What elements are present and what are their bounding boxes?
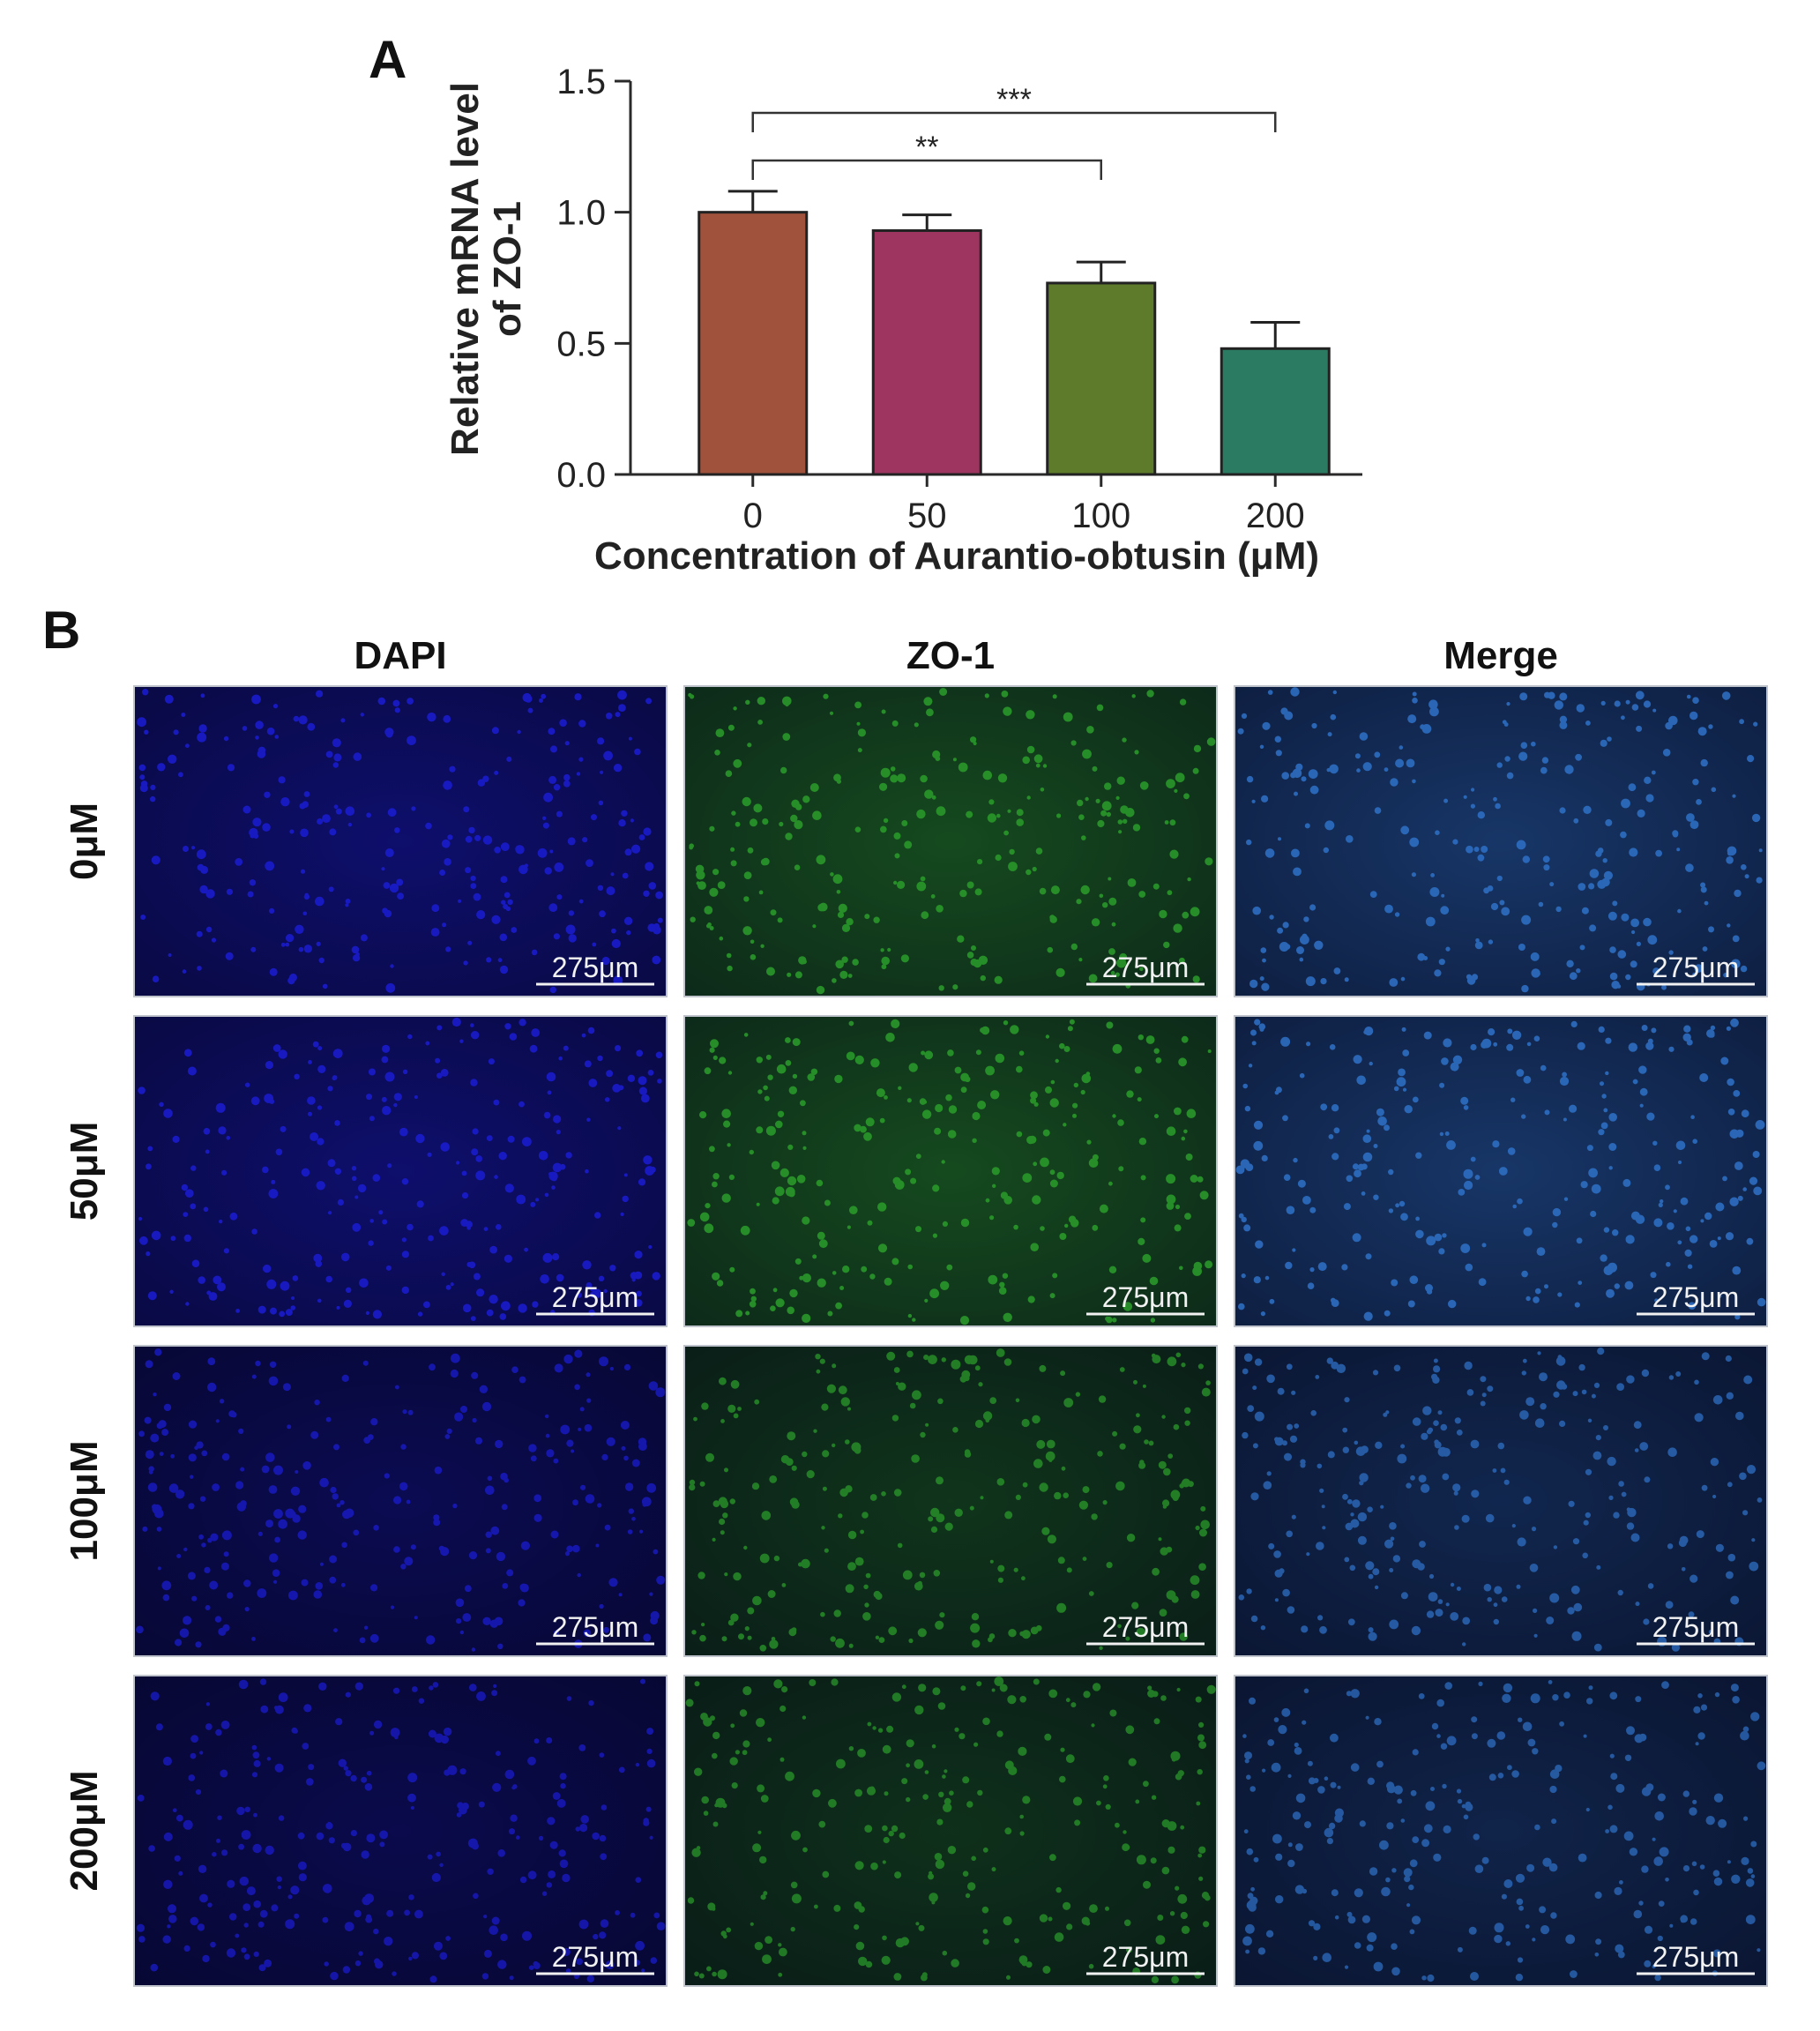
micrograph-stain bbox=[1234, 1676, 1767, 1986]
scale-bar-label: 275μm bbox=[552, 1941, 638, 1973]
row-headers: 0μM 50μM 100μM 200μM bbox=[63, 803, 106, 1892]
row-header: 100μM bbox=[63, 1441, 106, 1562]
micrograph-border bbox=[133, 1015, 668, 1327]
micrograph-stain bbox=[1234, 686, 1767, 997]
micrograph: 275μm bbox=[683, 1675, 1218, 1987]
cell-speckles bbox=[687, 1019, 1213, 1325]
scale-bar-label: 275μm bbox=[1102, 1611, 1189, 1643]
y-axis-title-line1: Relative mRNA level bbox=[444, 82, 487, 456]
bars bbox=[697, 190, 1331, 476]
micrograph-stain bbox=[684, 1016, 1217, 1326]
y-axis: 0.0 0.5 1.0 1.5 bbox=[556, 63, 632, 495]
cell-speckles bbox=[137, 689, 663, 994]
bar bbox=[697, 211, 809, 476]
micrograph: 275μm bbox=[133, 685, 668, 997]
micrograph-border bbox=[1234, 1015, 1768, 1327]
micrograph-border bbox=[683, 685, 1218, 997]
significance-label: *** bbox=[996, 83, 1032, 116]
y-tick-label: 0.5 bbox=[556, 325, 606, 363]
micrograph-border bbox=[1234, 1675, 1768, 1987]
y-tick-label: 0.0 bbox=[556, 456, 606, 495]
x-tick-label: 50 bbox=[907, 497, 947, 535]
y-tick-label: 1.5 bbox=[556, 63, 606, 101]
x-tick-label: 0 bbox=[743, 497, 763, 535]
bar bbox=[1046, 281, 1157, 476]
micrograph-border bbox=[133, 1675, 668, 1987]
micrograph: 275μm bbox=[1234, 1345, 1768, 1657]
scale-bar-label: 275μm bbox=[552, 1281, 638, 1313]
x-axis-title: Concentration of Aurantio-obtusin (μM) bbox=[594, 534, 1319, 578]
significance-bracket bbox=[751, 159, 1102, 180]
cell-speckles bbox=[138, 1017, 663, 1321]
row-header: 0μM bbox=[63, 803, 106, 880]
micrograph-stain bbox=[134, 1676, 667, 1986]
significance-bracket bbox=[751, 111, 1277, 132]
panel-b-label: B bbox=[42, 601, 80, 660]
micrograph: 275μm bbox=[683, 1345, 1218, 1657]
scale-bar-label: 275μm bbox=[1102, 1941, 1189, 1973]
row-header: 50μM bbox=[63, 1122, 106, 1221]
y-axis-title-line2: of ZO-1 bbox=[486, 201, 529, 337]
column-headers: DAPI ZO-1 Merge bbox=[354, 634, 1557, 677]
micrograph-border bbox=[133, 685, 668, 997]
micrograph-border bbox=[683, 1345, 1218, 1657]
micrograph: 275μm bbox=[1234, 1015, 1768, 1327]
column-header: DAPI bbox=[354, 634, 446, 677]
cell-speckles bbox=[136, 1678, 666, 1983]
micrograph-stain bbox=[684, 1346, 1217, 1656]
scale-bar-label: 275μm bbox=[1652, 1281, 1739, 1313]
micrograph-border bbox=[133, 1345, 668, 1657]
column-header: ZO-1 bbox=[906, 634, 995, 677]
y-tick-label: 1.0 bbox=[556, 194, 606, 233]
cell-speckles bbox=[136, 1348, 666, 1652]
cell-speckles bbox=[1235, 1018, 1766, 1321]
bar bbox=[1220, 347, 1331, 476]
panel-a-label: A bbox=[369, 30, 407, 89]
cell-speckles bbox=[1237, 687, 1763, 993]
x-tick-label: 100 bbox=[1071, 497, 1130, 535]
scale-bar-label: 275μm bbox=[1102, 1281, 1189, 1313]
scale-bar-label: 275μm bbox=[1652, 1941, 1739, 1973]
micrograph: 275μm bbox=[133, 1675, 668, 1987]
micrograph-border bbox=[1234, 1345, 1768, 1657]
scale-bar-label: 275μm bbox=[1652, 1611, 1739, 1643]
micrograph: 275μm bbox=[683, 685, 1218, 997]
cell-speckles bbox=[1242, 1680, 1766, 1982]
micrograph: 275μm bbox=[133, 1345, 668, 1657]
row-header: 200μM bbox=[63, 1771, 106, 1892]
column-header: Merge bbox=[1443, 634, 1558, 677]
significance-brackets: ***** bbox=[751, 83, 1277, 180]
bar bbox=[871, 228, 982, 476]
micrograph: 275μm bbox=[1234, 1675, 1768, 1987]
scale-bar-label: 275μm bbox=[552, 1611, 638, 1643]
micrograph-stain bbox=[1234, 1346, 1767, 1656]
micrograph-images: 275μm 275μm 275μm 275μm 275μm 275μm 275μm 275μm… bbox=[133, 685, 1768, 1987]
cell-speckles bbox=[685, 1676, 1216, 1984]
scale-bar-label: 275μm bbox=[1102, 952, 1189, 983]
significance-label: ** bbox=[915, 131, 938, 164]
scale-bar-label: 275μm bbox=[552, 952, 638, 983]
micrograph: 275μm bbox=[133, 1015, 668, 1327]
cell-speckles bbox=[688, 688, 1216, 995]
micrograph: 275μm bbox=[1234, 685, 1768, 997]
panel-a-bar-chart: A 0.00.51.01.5 0 50 100 200 ***** Relative … bbox=[369, 30, 1362, 578]
x-axis: 0 50 100 200 bbox=[630, 473, 1362, 535]
micrograph-stain bbox=[134, 686, 667, 997]
scale-bar-label: 275μm bbox=[1652, 952, 1739, 983]
micrograph-border bbox=[683, 1015, 1218, 1327]
micrograph-border bbox=[1234, 685, 1768, 997]
micrograph-stain bbox=[684, 686, 1217, 997]
cell-speckles bbox=[1238, 1348, 1763, 1652]
cell-speckles bbox=[689, 1348, 1211, 1652]
micrograph: 275μm bbox=[683, 1015, 1218, 1327]
micrograph-border bbox=[683, 1675, 1218, 1987]
x-tick-label: 200 bbox=[1246, 497, 1305, 535]
